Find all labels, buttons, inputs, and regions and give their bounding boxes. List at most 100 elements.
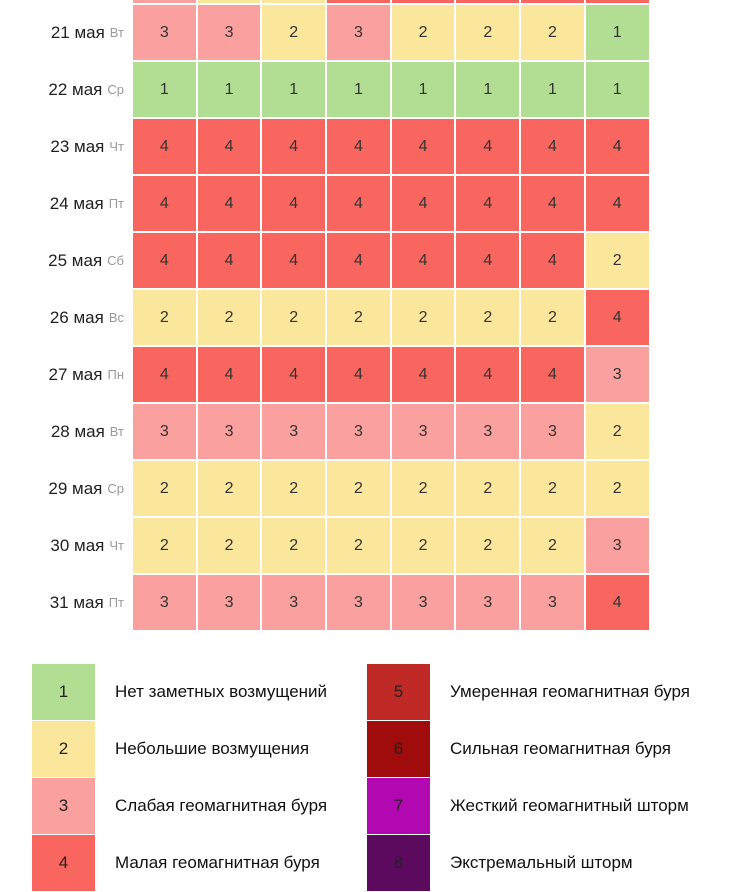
date-label: 28 мая Вт <box>0 404 133 459</box>
kp-value-cell: 4 <box>456 347 520 402</box>
forecast-row: 25 мая Сб 4 4 4 4 4 4 4 2 <box>0 233 649 288</box>
date-label: 27 мая Пн <box>0 347 133 402</box>
kp-value-cell: 4 <box>456 176 520 231</box>
kp-value-cell: 3 <box>327 575 390 630</box>
kp-value-cell: 2 <box>262 461 326 516</box>
legend-item: 6 Сильная геомагнитная буря <box>367 721 690 777</box>
kp-value-cell <box>521 0 584 3</box>
kp-value-cell: 4 <box>521 347 584 402</box>
date-text: 21 мая <box>50 22 105 42</box>
kp-value-cell: 4 <box>327 233 390 288</box>
kp-value-cell: 2 <box>197 290 261 345</box>
kp-value-cell: 2 <box>521 290 584 345</box>
weekday-text: Вт <box>109 424 124 439</box>
kp-value-cell: 3 <box>456 575 520 630</box>
legend-label: Нет заметных возмущений <box>115 682 328 701</box>
kp-value-cell: 3 <box>197 404 261 459</box>
kp-forecast-table: 21 мая Вт 3 3 2 3 2 2 2 1 22 мая Ср 1 1 1 1 1 1 1 1 23 мая Чт… <box>0 0 649 630</box>
kp-value-cell: 1 <box>456 62 520 117</box>
legend-column-right: 5 Умеренная геомагнитная буря 6 Сильная гео… <box>367 664 690 892</box>
legend-label: Умеренная геомагнитная буря <box>450 682 690 701</box>
date-text: 28 мая <box>50 421 105 441</box>
kp-value-cell: 4 <box>585 176 649 231</box>
kp-value-cell: 1 <box>327 62 390 117</box>
kp-value-cell: 2 <box>585 404 649 459</box>
kp-value-cell: 4 <box>391 119 455 174</box>
legend-swatch: 2 <box>32 721 95 777</box>
legend-label: Экстремальный шторм <box>450 853 633 872</box>
date-label: 25 мая Сб <box>0 233 133 288</box>
kp-value-cell: 4 <box>585 290 649 345</box>
kp-value-cell: 4 <box>197 233 261 288</box>
kp-value-cell: 4 <box>197 176 261 231</box>
kp-value-cell: 4 <box>133 119 196 174</box>
forecast-row: 27 мая Пн 4 4 4 4 4 4 4 3 <box>0 347 649 402</box>
legend-item: 5 Умеренная геомагнитная буря <box>367 664 690 720</box>
kp-value-cell: 2 <box>197 518 261 573</box>
kp-value-cell: 2 <box>262 5 326 60</box>
kp-value-cell: 3 <box>133 575 196 630</box>
kp-value-cell: 4 <box>262 233 326 288</box>
legend-item: 4 Малая геомагнитная буря <box>32 835 327 891</box>
weekday-text: Пт <box>108 196 124 211</box>
kp-value-cell: 4 <box>521 176 584 231</box>
kp-value-cell: 4 <box>133 176 196 231</box>
forecast-row: 28 мая Вт 3 3 3 3 3 3 3 2 <box>0 404 649 459</box>
kp-value-cell: 3 <box>521 575 584 630</box>
kp-value-cell: 1 <box>197 62 261 117</box>
date-text: 24 мая <box>49 193 104 213</box>
kp-value-cell: 3 <box>327 404 390 459</box>
legend-item: 8 Экстремальный шторм <box>367 835 690 891</box>
legend-item: 2 Небольшие возмущения <box>32 721 327 777</box>
legend-item: 7 Жесткий геомагнитный шторм <box>367 778 690 834</box>
legend-swatch: 1 <box>32 664 95 720</box>
kp-value-cell: 3 <box>391 404 455 459</box>
date-text: 25 мая <box>48 250 103 270</box>
kp-value-cell: 4 <box>585 575 649 630</box>
kp-value-cell: 2 <box>133 461 196 516</box>
kp-value-cell <box>327 0 390 3</box>
date-label: 22 мая Ср <box>0 62 133 117</box>
kp-value-cell: 2 <box>585 461 649 516</box>
kp-value-cell: 4 <box>197 347 261 402</box>
kp-value-cell: 3 <box>521 404 584 459</box>
kp-value-cell <box>585 0 649 3</box>
kp-value-cell: 2 <box>133 290 196 345</box>
forecast-row: 30 мая Чт 2 2 2 2 2 2 2 3 <box>0 518 649 573</box>
weekday-text: Ср <box>107 82 124 97</box>
date-text: 23 мая <box>50 136 105 156</box>
legend-item: 1 Нет заметных возмущений <box>32 664 327 720</box>
kp-value-cell: 3 <box>133 404 196 459</box>
kp-value-cell: 4 <box>585 119 649 174</box>
kp-value-cell: 2 <box>391 5 455 60</box>
forecast-row: 26 мая Вс 2 2 2 2 2 2 2 4 <box>0 290 649 345</box>
kp-value-cell: 1 <box>262 62 326 117</box>
weekday-text: Вс <box>108 310 124 325</box>
legend-item: 3 Слабая геомагнитная буря <box>32 778 327 834</box>
kp-value-cell: 2 <box>391 518 455 573</box>
kp-value-cell: 4 <box>521 233 584 288</box>
kp-value-cell: 1 <box>585 62 649 117</box>
weekday-text: Вт <box>109 25 124 40</box>
kp-value-cell: 4 <box>327 347 390 402</box>
kp-value-cell: 2 <box>133 518 196 573</box>
kp-value-cell: 4 <box>521 119 584 174</box>
kp-value-cell: 2 <box>456 290 520 345</box>
kp-value-cell: 4 <box>391 233 455 288</box>
legend-label: Жесткий геомагнитный шторм <box>450 796 689 815</box>
kp-value-cell: 3 <box>327 5 390 60</box>
kp-value-cell: 2 <box>327 290 390 345</box>
kp-value-cell: 4 <box>456 233 520 288</box>
kp-value-cell <box>133 0 196 3</box>
weekday-text: Ср <box>107 481 124 496</box>
date-label: 31 мая Пт <box>0 575 133 630</box>
date-label: 30 мая Чт <box>0 518 133 573</box>
forecast-row: 24 мая Пт 4 4 4 4 4 4 4 4 <box>0 176 649 231</box>
date-text: 31 мая <box>49 592 104 612</box>
weekday-text: Чт <box>109 538 124 553</box>
